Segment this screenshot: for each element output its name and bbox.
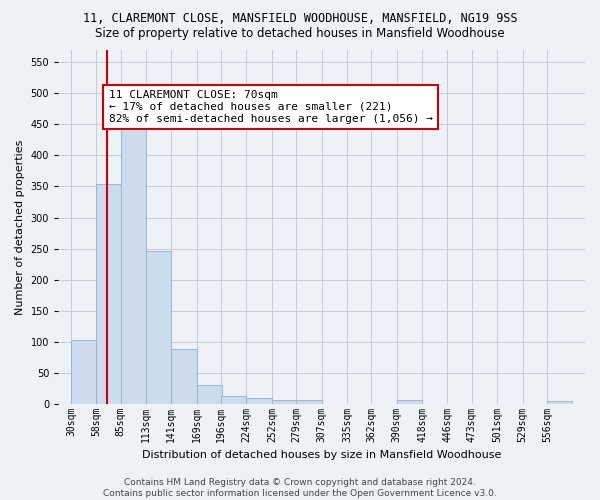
Bar — [71, 340, 96, 404]
Text: 11, CLAREMONT CLOSE, MANSFIELD WOODHOUSE, MANSFIELD, NG19 9SS: 11, CLAREMONT CLOSE, MANSFIELD WOODHOUSE… — [83, 12, 517, 26]
Bar — [247, 398, 272, 404]
Text: Contains HM Land Registry data © Crown copyright and database right 2024.
Contai: Contains HM Land Registry data © Crown c… — [103, 478, 497, 498]
Bar — [221, 396, 247, 404]
Bar — [397, 400, 422, 404]
Bar — [172, 349, 197, 404]
Y-axis label: Number of detached properties: Number of detached properties — [15, 139, 25, 314]
Bar — [96, 184, 122, 404]
Bar — [272, 400, 297, 404]
Bar — [547, 400, 572, 404]
Bar — [197, 385, 222, 404]
Bar — [121, 126, 146, 404]
Bar — [146, 251, 172, 404]
Text: Size of property relative to detached houses in Mansfield Woodhouse: Size of property relative to detached ho… — [95, 28, 505, 40]
Bar — [296, 400, 322, 404]
X-axis label: Distribution of detached houses by size in Mansfield Woodhouse: Distribution of detached houses by size … — [142, 450, 501, 460]
Text: 11 CLAREMONT CLOSE: 70sqm
← 17% of detached houses are smaller (221)
82% of semi: 11 CLAREMONT CLOSE: 70sqm ← 17% of detac… — [109, 90, 433, 124]
